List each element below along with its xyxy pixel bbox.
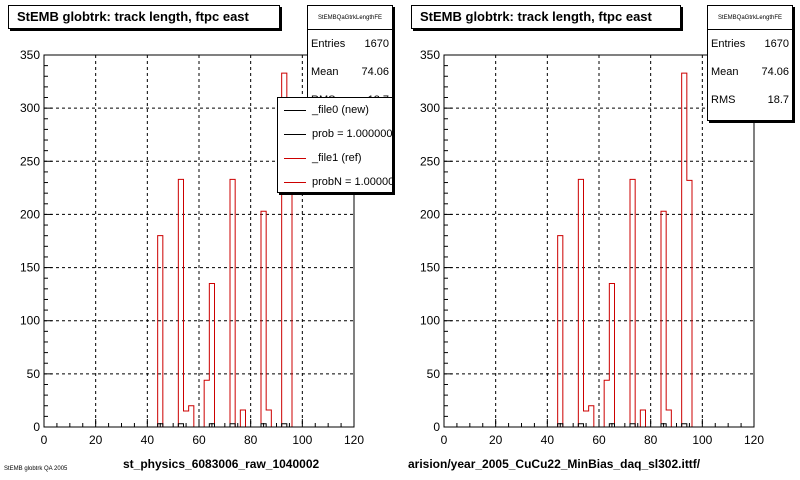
- legend-entry-probn: probN = 1.000000: [278, 170, 393, 192]
- x-tick-label: 60: [192, 433, 206, 447]
- histogram-bin-file1-ref: [158, 236, 163, 427]
- histogram-bin-file1-ref: [630, 179, 635, 427]
- histogram-bin-file1-ref: [687, 180, 692, 427]
- y-tick-label: 350: [420, 48, 440, 62]
- x-tick-label: 0: [41, 433, 48, 447]
- histogram-bin-file1-ref: [661, 211, 666, 427]
- left-legend: _file0 (new) prob = 1.000000 _file1 (ref…: [277, 97, 393, 193]
- x-tick-label: 20: [489, 433, 503, 447]
- y-tick-label: 300: [20, 101, 40, 115]
- legend-line-file0: [284, 110, 306, 111]
- legend-line-prob: [284, 134, 306, 135]
- x-tick-label: 120: [344, 433, 364, 447]
- left-stats-mean-label: Mean: [311, 66, 339, 78]
- y-tick-label: 100: [420, 314, 440, 328]
- y-tick-label: 50: [27, 367, 41, 381]
- histogram-bin-file1-ref: [589, 406, 594, 427]
- left-stats-entries-label: Entries: [311, 38, 346, 50]
- x-tick-label: 120: [744, 433, 764, 447]
- legend-entry-file0-new: _file0 (new): [278, 98, 392, 122]
- histogram-bin-file1-ref: [189, 406, 194, 427]
- y-tick-label: 50: [427, 367, 441, 381]
- histogram-bin-file1-ref: [204, 380, 209, 427]
- footer-text: StEMB globtrk QA 2005: [4, 466, 68, 472]
- legend-entry-file1-ref: _file1 (ref): [278, 146, 392, 170]
- left-stats-name: StEMBQaGtrkLengthFE: [308, 6, 392, 30]
- legend-label-probn: probN = 1.000000: [312, 176, 393, 188]
- histogram-bin-file1-ref: [558, 236, 563, 427]
- x-tick-label: 20: [89, 433, 103, 447]
- x-tick-label: 40: [141, 433, 155, 447]
- legend-label-prob: prob = 1.000000: [312, 128, 393, 140]
- legend-line-file1: [284, 158, 306, 159]
- left-stats-entries-value: 1670: [364, 38, 389, 50]
- right-stats-mean-value: 74.06: [761, 66, 789, 78]
- legend-line-probn: [284, 182, 306, 183]
- histogram-bin-file1-ref: [287, 180, 292, 427]
- histogram-bin-file1-ref: [230, 179, 235, 427]
- right-stats-box: StEMBQaGtrkLengthFE Entries 1670 Mean 74.0…: [707, 5, 793, 121]
- right-stats-entries-label: Entries: [711, 38, 746, 50]
- left-histogram-title: StEMB globtrk: track length, ftpc east: [8, 5, 280, 29]
- histogram-bin-file1-ref: [604, 380, 609, 427]
- histogram-bin-file1-ref: [666, 410, 671, 427]
- right-x-axis-label: arision/year_2005_CuCu22_MinBias_daq_sl3…: [408, 457, 701, 471]
- right-stats-rms-label: RMS: [711, 94, 736, 106]
- histogram-line-file0-new: [444, 423, 754, 428]
- x-tick-label: 80: [644, 433, 658, 447]
- x-tick-label: 80: [244, 433, 258, 447]
- y-tick-label: 250: [420, 154, 440, 168]
- right-stats-mean-label: Mean: [711, 66, 739, 78]
- right-histogram-plot: 0 20 40 60 80 100 120 0 50 100 150 200 250 300 350: [420, 48, 764, 447]
- histogram-bin-file1-ref: [578, 179, 583, 427]
- y-tick-label: 200: [420, 207, 440, 221]
- right-stats-name: StEMBQaGtrkLengthFE: [708, 6, 792, 30]
- y-tick-label: 250: [20, 154, 40, 168]
- x-tick-label: 100: [292, 433, 312, 447]
- x-tick-label: 100: [692, 433, 712, 447]
- histogram-bin-file1-ref: [266, 410, 271, 427]
- histogram-bin-file1-ref: [209, 284, 214, 427]
- histogram-bin-file1-ref: [178, 179, 183, 427]
- y-tick-label: 100: [20, 314, 40, 328]
- y-tick-label: 150: [20, 261, 40, 275]
- right-histogram-title: StEMB globtrk: track length, ftpc east: [411, 5, 681, 29]
- y-tick-label: 350: [20, 48, 40, 62]
- legend-entry-prob: prob = 1.000000: [278, 122, 392, 146]
- histogram-bin-file1-ref: [609, 284, 614, 427]
- histogram-bin-file1-ref: [240, 410, 245, 427]
- y-tick-label: 0: [433, 420, 440, 434]
- x-tick-label: 40: [541, 433, 555, 447]
- histogram-bin-file1-ref: [261, 211, 266, 427]
- histogram-line-file0-new: [44, 423, 354, 428]
- right-stats-rms-value: 18.7: [767, 94, 789, 106]
- legend-label-file1: _file1 (ref): [312, 152, 362, 164]
- histogram-bin-file1-ref: [640, 410, 645, 427]
- y-tick-label: 300: [420, 101, 440, 115]
- y-tick-label: 200: [20, 207, 40, 221]
- right-stats-entries-value: 1670: [764, 38, 789, 50]
- legend-label-file0: _file0 (new): [312, 104, 369, 116]
- x-tick-label: 60: [592, 433, 606, 447]
- left-stats-mean-value: 74.06: [361, 66, 389, 78]
- y-tick-label: 0: [33, 420, 40, 434]
- x-tick-label: 0: [441, 433, 448, 447]
- left-x-axis-label: st_physics_6083006_raw_1040002: [123, 457, 320, 471]
- y-tick-label: 150: [420, 261, 440, 275]
